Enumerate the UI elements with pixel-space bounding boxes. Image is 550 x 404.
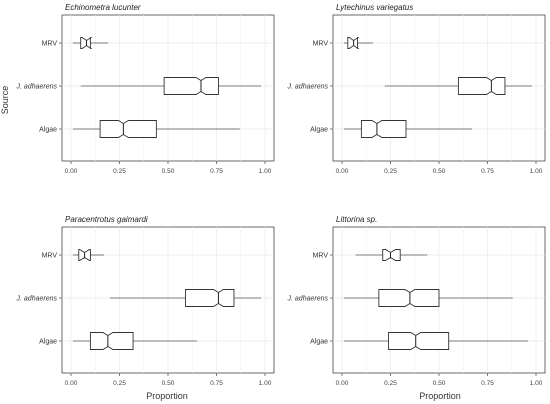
x-tick-label: 0.75 bbox=[481, 168, 494, 175]
panel-2: Lytechinus variegatus 0.00 0.25 0.50 0.75 1.0… bbox=[287, 3, 546, 175]
y-tick-label: J. adhaerens bbox=[287, 84, 329, 91]
y-tick-label: Algae bbox=[310, 127, 328, 134]
panel-title: Paracentrotus gaimardi bbox=[65, 215, 148, 224]
panel-title: Lytechinus variegatus bbox=[336, 3, 413, 12]
box-mrv bbox=[80, 37, 93, 49]
y-tick-label: MRV bbox=[313, 41, 329, 48]
y-tick-label: J. adhaerens bbox=[287, 296, 329, 303]
x-tick-label: 0.00 bbox=[336, 380, 349, 387]
box-mrv bbox=[347, 37, 360, 49]
box-jadhaerens bbox=[163, 77, 219, 95]
x-tick-label: 0.25 bbox=[113, 380, 126, 387]
x-tick-label: 0.25 bbox=[113, 168, 126, 175]
y-tick-label: Algae bbox=[39, 127, 57, 134]
box-jadhaerens bbox=[185, 289, 235, 307]
panel-4: Littorina sp. 0.00 0.25 0.50 0.75 1.00 MRV J. a… bbox=[287, 215, 546, 387]
box-algae bbox=[388, 332, 450, 350]
y-tick-label: Algae bbox=[310, 339, 328, 346]
box-algae bbox=[360, 120, 407, 138]
x-tick-label: 1.00 bbox=[530, 380, 543, 387]
box-mrv bbox=[382, 249, 401, 261]
x-tick-label: 0.25 bbox=[384, 168, 397, 175]
x-tick-label: 0.75 bbox=[481, 380, 494, 387]
x-tick-label: 0.00 bbox=[65, 168, 78, 175]
x-tick-label: 0.00 bbox=[336, 168, 349, 175]
panel-title: Littorina sp. bbox=[336, 215, 377, 224]
x-tick-label: 0.75 bbox=[210, 380, 223, 387]
y-tick-label: Algae bbox=[39, 339, 57, 346]
x-tick-label: 0.00 bbox=[65, 380, 78, 387]
x-axis-title-right: Proportion bbox=[419, 391, 461, 401]
y-tick-label: J. adhaerens bbox=[16, 296, 58, 303]
x-axis-title-left: Proportion bbox=[146, 391, 188, 401]
box-jadhaerens bbox=[457, 77, 506, 95]
box-algae bbox=[99, 120, 157, 138]
x-tick-label: 0.50 bbox=[162, 380, 175, 387]
x-tick-label: 0.50 bbox=[162, 168, 175, 175]
box-algae bbox=[89, 332, 134, 350]
y-axis-title: Source bbox=[0, 86, 10, 115]
y-tick-label: MRV bbox=[313, 253, 329, 260]
y-tick-label: MRV bbox=[42, 41, 58, 48]
x-tick-label: 1.00 bbox=[530, 168, 543, 175]
x-tick-label: 0.25 bbox=[384, 380, 397, 387]
panel-title: Echinometra lucunter bbox=[65, 3, 141, 12]
panel-1: Echinometra lucunter 0.00 0.25 0.50 0.75 1.00… bbox=[16, 3, 275, 175]
y-tick-label: J. adhaerens bbox=[16, 84, 58, 91]
x-tick-label: 1.00 bbox=[259, 168, 272, 175]
panel-3: Paracentrotus gaimardi 0.00 0.25 0.50 0.75 1.… bbox=[16, 215, 275, 387]
box-jadhaerens bbox=[378, 289, 440, 307]
y-tick-label: MRV bbox=[42, 253, 58, 260]
x-tick-label: 1.00 bbox=[259, 380, 272, 387]
x-tick-label: 0.75 bbox=[210, 168, 223, 175]
x-tick-label: 0.50 bbox=[433, 168, 446, 175]
x-tick-label: 0.50 bbox=[433, 380, 446, 387]
